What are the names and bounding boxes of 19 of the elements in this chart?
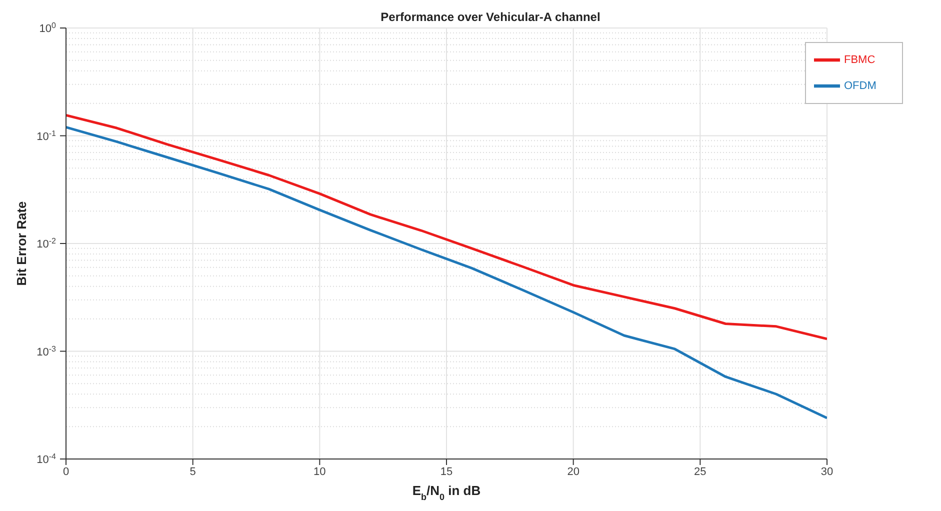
- chart-title: Performance over Vehicular-A channel: [380, 10, 600, 24]
- y-tick-label: 10$^{-1}$: [36, 128, 57, 143]
- x-tick-label: 30: [820, 466, 834, 478]
- legend-label: OFDM: [844, 80, 876, 92]
- legend-label: FBMC: [844, 54, 876, 66]
- y-tick-label: 10$^{-4}$: [36, 452, 57, 466]
- line-series: [66, 114, 827, 340]
- x-tick-label: 5: [190, 466, 196, 478]
- y-axis-title: Bit Error Rate: [14, 201, 29, 286]
- x-axis-title: E$_{b}$/N$_{0}$ in dB: [412, 483, 481, 502]
- y-tick-label: 10$^{-3}$: [36, 344, 57, 358]
- y-tick-label: 10$^{-2}$: [36, 236, 57, 250]
- line-series: [66, 126, 827, 420]
- x-tick-label: 20: [567, 466, 580, 478]
- x-tick-label: 15: [440, 466, 453, 478]
- x-tick-label: 0: [62, 466, 70, 478]
- y-tick-label: 10$^{0}$: [39, 20, 57, 35]
- x-tick-label: 10: [314, 466, 326, 478]
- x-tick-label: 25: [694, 466, 706, 478]
